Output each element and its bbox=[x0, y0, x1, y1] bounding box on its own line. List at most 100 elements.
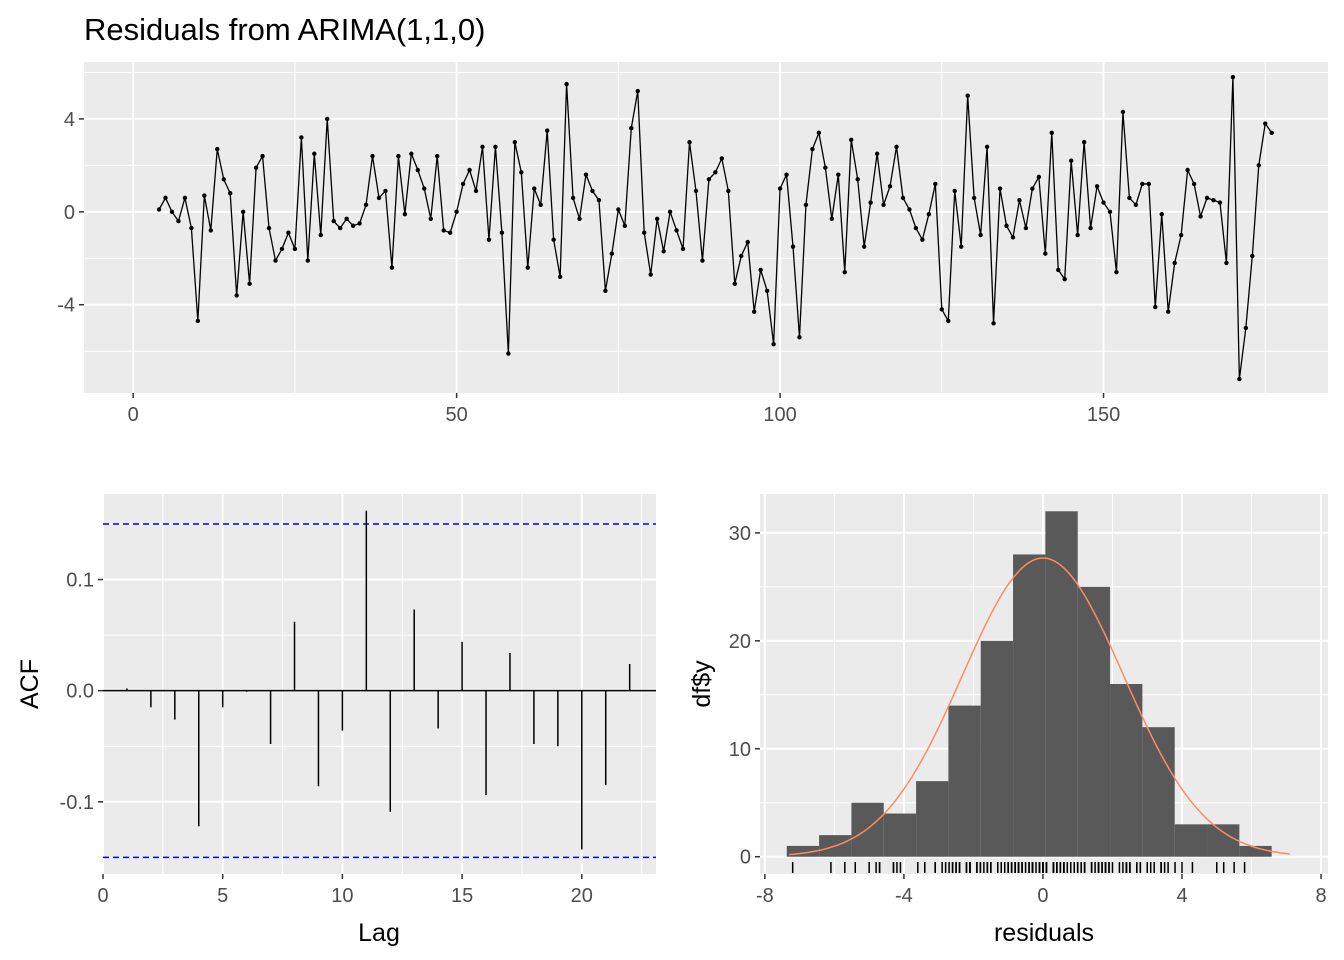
y-tick-label: 0 bbox=[740, 847, 751, 869]
residual-point bbox=[984, 144, 990, 149]
residual-point bbox=[1153, 304, 1158, 310]
residual-point bbox=[777, 186, 783, 191]
residual-point bbox=[435, 153, 440, 159]
residual-point bbox=[260, 153, 265, 159]
residual-point bbox=[1088, 225, 1093, 231]
residual-point bbox=[680, 246, 686, 252]
residual-point bbox=[253, 165, 259, 170]
x-tick-label: 20 bbox=[571, 885, 593, 907]
residual-point bbox=[1211, 198, 1216, 203]
residual-point bbox=[881, 202, 886, 208]
residual-point bbox=[506, 351, 511, 356]
residual-point bbox=[460, 181, 466, 187]
residual-point bbox=[1049, 130, 1054, 136]
residual-point bbox=[1043, 251, 1048, 256]
residual-point bbox=[1140, 181, 1145, 187]
residual-point bbox=[1062, 276, 1067, 282]
y-tick-label: 4 bbox=[64, 109, 75, 131]
histogram-bar bbox=[786, 845, 820, 857]
residual-point bbox=[1146, 181, 1152, 187]
residual-point bbox=[538, 202, 543, 208]
residual-point bbox=[1250, 253, 1255, 259]
residual-point bbox=[1191, 181, 1197, 187]
residual-point bbox=[195, 318, 201, 324]
residual-point bbox=[383, 188, 388, 194]
residual-point bbox=[784, 172, 789, 177]
histogram-bar bbox=[883, 813, 917, 857]
residual-point bbox=[428, 216, 433, 221]
residuals-histogram-panel: -8 -4 0 4 8 0 10 20 30 bbox=[729, 494, 1328, 907]
residual-point bbox=[1107, 209, 1113, 215]
residual-point bbox=[189, 225, 194, 231]
hist-x-axis-label: residuals bbox=[994, 919, 1094, 947]
residual-point bbox=[687, 139, 692, 145]
residual-point bbox=[357, 221, 362, 226]
residual-point bbox=[337, 225, 343, 231]
y-tick-label: 0 bbox=[64, 202, 75, 224]
residual-point bbox=[900, 195, 906, 201]
residual-point bbox=[764, 288, 770, 293]
residual-point bbox=[1036, 174, 1042, 180]
residual-point bbox=[609, 251, 615, 256]
residual-point bbox=[1237, 376, 1242, 382]
x-tick-label: -4 bbox=[895, 885, 913, 907]
residual-point bbox=[700, 258, 705, 263]
residual-point bbox=[1224, 260, 1229, 266]
residual-point bbox=[920, 237, 925, 242]
residual-point bbox=[519, 170, 524, 175]
residual-point bbox=[732, 281, 737, 287]
histogram-bar bbox=[1142, 727, 1175, 857]
residual-point bbox=[868, 200, 873, 205]
residual-point bbox=[719, 156, 725, 161]
residual-point bbox=[849, 137, 854, 143]
residual-point bbox=[751, 309, 757, 314]
residual-point bbox=[1081, 139, 1087, 145]
residual-point bbox=[959, 244, 964, 249]
residual-point bbox=[1166, 309, 1171, 314]
x-tick-label: 15 bbox=[451, 885, 473, 907]
residual-point bbox=[803, 202, 809, 208]
residual-point bbox=[997, 186, 1003, 191]
residual-point bbox=[642, 230, 647, 235]
normal-density-curve bbox=[789, 557, 1290, 856]
residual-point bbox=[739, 253, 744, 259]
hist-y-axis-label: df$y bbox=[688, 660, 716, 708]
residual-point bbox=[493, 144, 498, 149]
residual-point bbox=[266, 225, 272, 231]
histogram-bar bbox=[1174, 824, 1208, 857]
histogram-bar bbox=[1045, 511, 1078, 857]
residual-point bbox=[557, 274, 563, 280]
x-tick-label: 50 bbox=[445, 404, 467, 426]
residual-point bbox=[946, 318, 951, 324]
residual-point bbox=[389, 265, 395, 270]
residual-point bbox=[544, 128, 550, 133]
residual-point bbox=[1217, 200, 1223, 205]
residual-point bbox=[629, 126, 634, 131]
x-tick-label: 8 bbox=[1315, 885, 1326, 907]
histogram-bar bbox=[1013, 554, 1046, 857]
residual-point bbox=[512, 139, 518, 145]
residual-point bbox=[376, 195, 382, 201]
residual-point bbox=[790, 244, 796, 249]
x-tick-label: 100 bbox=[763, 404, 796, 426]
residual-point bbox=[1127, 195, 1132, 201]
residual-point bbox=[202, 193, 207, 198]
residual-point bbox=[169, 209, 175, 215]
residual-point bbox=[648, 272, 653, 277]
residual-point bbox=[874, 151, 880, 156]
residual-point bbox=[913, 225, 919, 231]
residual-point bbox=[674, 228, 679, 233]
residual-point bbox=[1185, 167, 1190, 173]
residual-point bbox=[208, 228, 213, 233]
residual-point bbox=[299, 135, 304, 140]
residual-point bbox=[933, 181, 938, 187]
residual-point bbox=[713, 170, 718, 175]
histogram-bar bbox=[1077, 586, 1111, 857]
residual-point bbox=[350, 223, 356, 228]
residual-point bbox=[454, 209, 459, 215]
residual-point bbox=[823, 165, 828, 170]
residual-point bbox=[952, 188, 957, 194]
residual-point bbox=[273, 258, 278, 263]
residual-point bbox=[415, 167, 421, 173]
histogram-bar bbox=[948, 705, 981, 857]
